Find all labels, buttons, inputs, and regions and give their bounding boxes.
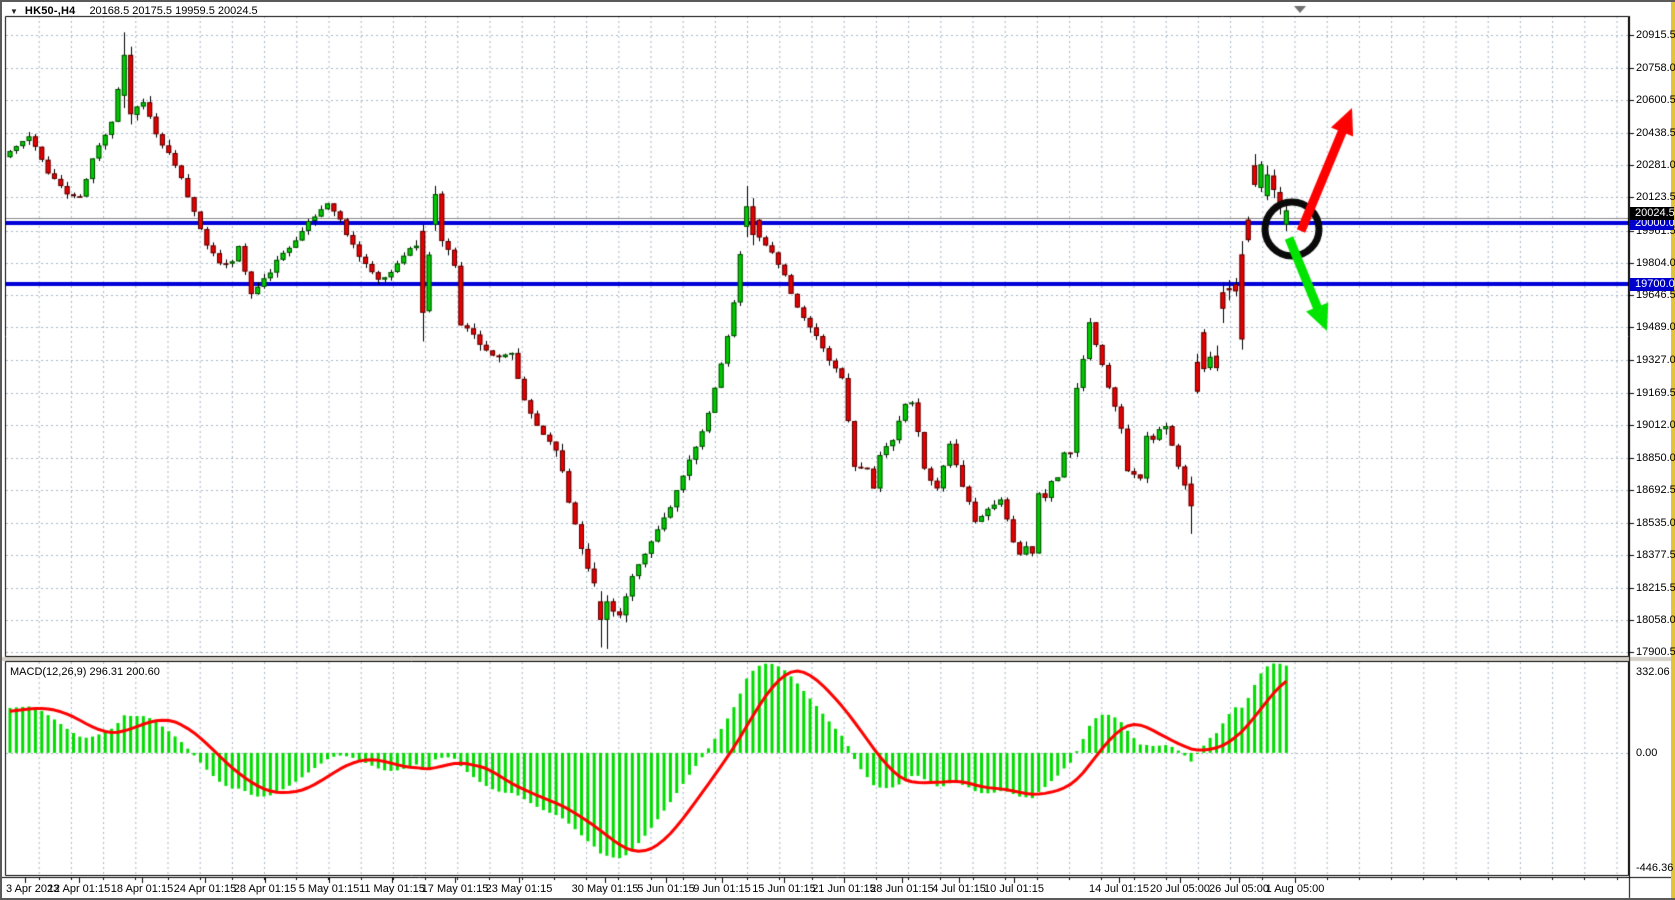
price-axis-tick: 20758.0: [1636, 61, 1675, 74]
time-axis-label: 11 May 01:15: [359, 883, 425, 895]
price-axis-tick: 18377.5: [1636, 548, 1675, 561]
time-axis-label: 3 Apr 2023: [6, 883, 60, 895]
price-axis-tick: 19012.0: [1636, 418, 1675, 431]
ohlc-values: 20168.5 20175.5 19959.5 20024.5: [89, 5, 258, 17]
time-axis-label: 30 May 01:15: [571, 883, 639, 895]
time-axis-label: 28 Jun 01:15: [870, 883, 934, 895]
level-price-box: 19700.0: [1630, 278, 1675, 291]
price-axis-tick: 18850.0: [1636, 452, 1675, 465]
price-axis-tick: 18058.0: [1636, 614, 1675, 627]
price-axis-tick: 18215.5: [1636, 582, 1675, 594]
price-axis-tick: 19169.5: [1636, 386, 1675, 399]
time-axis-label: 5 May 01:15: [298, 883, 360, 895]
time-axis-label: 12 Apr 01:15: [47, 883, 111, 895]
current-price-box: 20024.5: [1630, 207, 1675, 220]
time-axis-label: 21 Jun 01:15: [812, 883, 876, 895]
price-axis-tick: 20123.5: [1636, 191, 1675, 204]
time-axis-label: 24 Apr 01:15: [173, 883, 237, 895]
price-axis-tick: 18692.5: [1636, 484, 1675, 497]
time-axis-label: 10 Jul 01:15: [984, 883, 1044, 895]
time-axis[interactable]: 3 Apr 2023 12 Apr 01:15 18 Apr 01:15 24 Apr…: [2, 878, 1673, 898]
indicator-name: MACD(12,26,9): [10, 666, 87, 678]
price-axis-tick: 18535.0: [1636, 516, 1675, 529]
time-axis-label: 14 Jul 01:15: [1089, 883, 1149, 895]
window-edge-strip: [1671, 2, 1675, 898]
price-axis-tick: 17900.5: [1636, 646, 1675, 659]
symbol-period-label: HK50-,H4: [24, 5, 76, 17]
price-axis-tick: 20438.5: [1636, 126, 1675, 139]
time-axis-label: 17 May 01:15: [421, 883, 489, 895]
time-axis-label: 1 Aug 05:00: [1265, 883, 1325, 895]
macd-axis-max: 332.06: [1636, 666, 1670, 678]
macd-axis-min: -446.36: [1636, 862, 1674, 874]
price-axis[interactable]: 20915.5 20758.0 20600.5 20438.5 20281.0 20123…: [1630, 16, 1675, 878]
price-axis-tick: 19646.5: [1636, 289, 1675, 302]
price-axis-tick: 20281.0: [1636, 159, 1675, 172]
macd-axis-zero: 0.00: [1636, 746, 1658, 759]
time-axis-label: 23 May 01:15: [485, 883, 553, 895]
price-axis-tick: 20600.5: [1636, 93, 1675, 106]
time-axis-label: 4 Jul 01:15: [932, 883, 986, 895]
price-axis-tick: 19804.0: [1636, 256, 1675, 269]
time-axis-label: 5 Jun 01:15: [637, 883, 695, 895]
price-axis-tick: 19489.0: [1636, 321, 1675, 334]
time-axis-label: 18 Apr 01:15: [110, 883, 174, 895]
price-axis-tick: 19327.0: [1636, 354, 1675, 367]
time-axis-label: 28 Apr 01:15: [233, 883, 297, 895]
indicator-values: 296.31 200.60: [89, 666, 160, 678]
level-price-box: 20000.0: [1630, 217, 1675, 230]
time-axis-label: 9 Jun 01:15: [693, 883, 751, 895]
time-axis-label: 26 Jul 05:00: [1209, 883, 1269, 895]
price-axis-tick: 20915.5: [1636, 29, 1675, 42]
chart-title-overlay: ▼ HK50-,H4 20168.5 20175.5 19959.5 20024.5: [10, 5, 258, 17]
symbol-dropdown-icon[interactable]: ▼: [10, 7, 18, 16]
time-axis-label: 20 Jul 05:00: [1150, 883, 1210, 895]
time-axis-label: 15 Jun 01:15: [752, 883, 816, 895]
indicator-label: MACD(12,26,9) 296.31 200.60: [10, 666, 160, 678]
